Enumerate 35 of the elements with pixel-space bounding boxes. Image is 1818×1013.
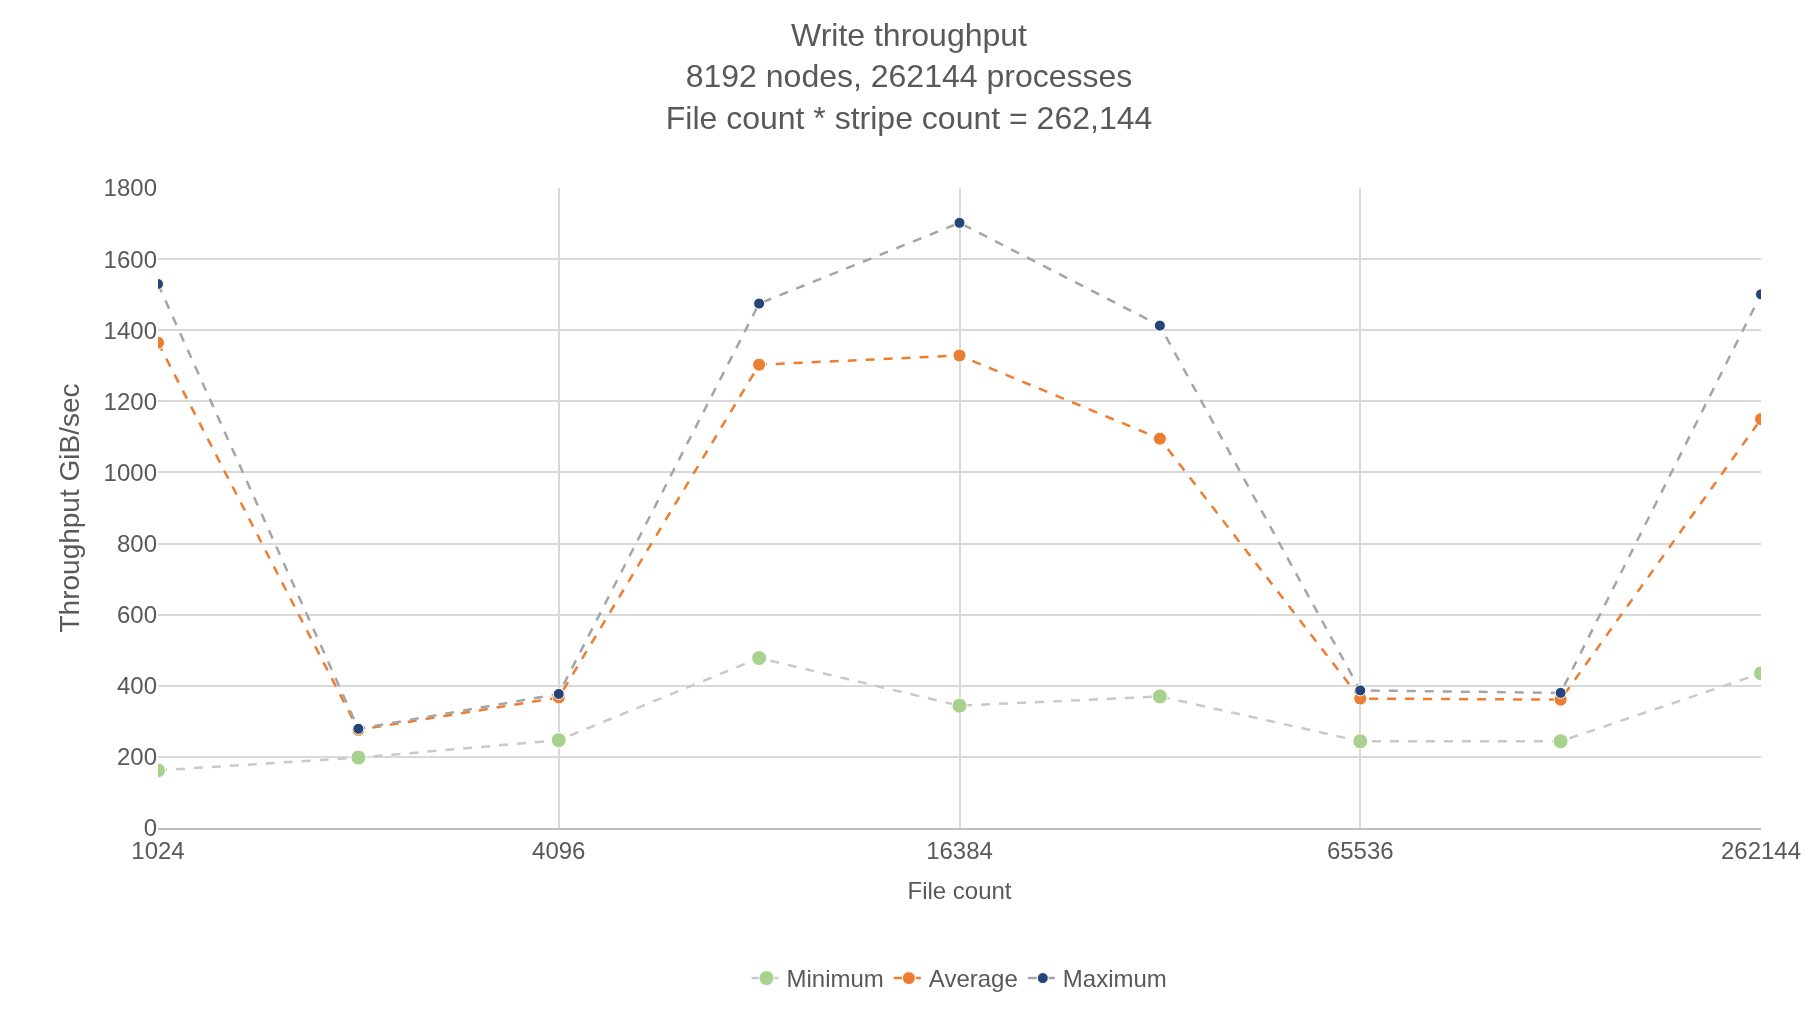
y-tick-label: 1600 bbox=[103, 245, 157, 273]
point bbox=[953, 216, 966, 229]
x-tick-label: 16384 bbox=[926, 836, 993, 864]
y-axis-title: Throughput GiB/sec bbox=[54, 383, 86, 633]
chart-title: Write throughput 8192 nodes, 262144 processes File count * stripe count = 262,144 bbox=[665, 16, 1153, 136]
point bbox=[1354, 684, 1367, 697]
point bbox=[753, 297, 766, 310]
y-tick-label: 1000 bbox=[103, 458, 157, 486]
point bbox=[752, 357, 767, 372]
y-tick-label: 400 bbox=[116, 672, 157, 700]
x-tick-label: 65536 bbox=[1326, 836, 1394, 864]
point bbox=[350, 749, 367, 766]
point bbox=[1153, 319, 1166, 332]
y-tick-label: 200 bbox=[116, 743, 157, 771]
legend-label: Average bbox=[928, 965, 1018, 993]
y-tick-label: 1400 bbox=[103, 316, 157, 344]
point bbox=[1151, 688, 1168, 705]
x-tick-label: 4096 bbox=[532, 836, 586, 864]
x-tick-label: 262144 bbox=[1720, 836, 1802, 864]
point bbox=[952, 348, 967, 363]
legend-label: Maximum bbox=[1062, 965, 1167, 993]
y-tick-label: 600 bbox=[116, 601, 157, 629]
x-axis-title: File count bbox=[907, 877, 1012, 905]
y-tick-label: 1800 bbox=[103, 174, 157, 202]
y-tick-label: 1200 bbox=[103, 387, 157, 415]
point bbox=[1352, 733, 1369, 750]
point bbox=[552, 687, 565, 700]
point bbox=[550, 732, 567, 749]
legend-label: Minimum bbox=[786, 965, 884, 993]
point bbox=[1554, 686, 1567, 699]
y-tick-label: 800 bbox=[116, 529, 157, 557]
point bbox=[751, 650, 768, 667]
point bbox=[951, 697, 968, 714]
point bbox=[1552, 733, 1569, 750]
point bbox=[1152, 431, 1167, 446]
